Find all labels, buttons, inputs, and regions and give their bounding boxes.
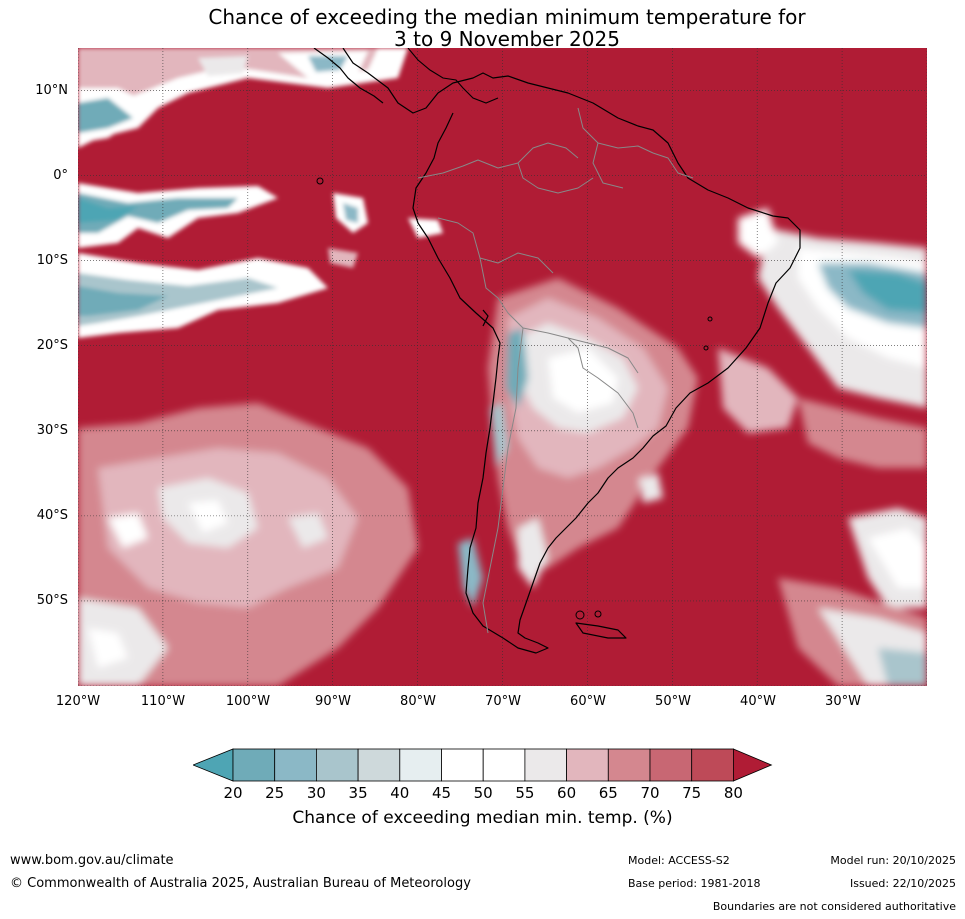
colorbar-tick-label: 45 — [431, 784, 452, 802]
colorbar-tick-label: 70 — [640, 784, 660, 802]
footer-disclaimer: Boundaries are not considered authoritat… — [712, 900, 956, 913]
islands — [316, 177, 713, 620]
lon-label: 30°W — [825, 694, 861, 709]
coastline-central-america — [407, 48, 499, 104]
low-probability-region-south-atlantic — [718, 208, 927, 468]
colorbar-tick-label: 55 — [515, 784, 535, 802]
country-borders — [417, 107, 694, 634]
forecast-map — [78, 48, 927, 686]
colorbar-tick-label: 65 — [598, 784, 618, 802]
colorbar-cell — [566, 748, 609, 782]
lat-label: 10°N — [35, 83, 68, 98]
colorbar-tick-label: 50 — [473, 784, 493, 802]
colorbar-cell — [399, 748, 442, 782]
footer-copyright: © Commonwealth of Australia 2025, Austra… — [10, 876, 471, 891]
colorbar-cell — [607, 748, 651, 782]
colorbar-arrow-low — [193, 748, 234, 782]
colorbar-cell — [441, 748, 484, 782]
lon-label: 120°W — [55, 694, 101, 709]
lat-label: 40°S — [36, 508, 68, 523]
colorbar-cell — [524, 748, 567, 782]
lon-label: 90°W — [315, 694, 351, 709]
colorbar-tick-label: 30 — [306, 784, 326, 802]
lon-label: 40°W — [740, 694, 776, 709]
lon-label: 70°W — [485, 694, 521, 709]
colorbar-tick-label: 60 — [557, 784, 577, 802]
map-subtitle-dates: 3 to 9 November 2025 — [394, 27, 620, 51]
mixed-probability-region-southern-south-america — [458, 278, 698, 608]
colorbar-tick-label: 40 — [390, 784, 410, 802]
lat-label: 30°S — [36, 423, 68, 438]
footer-model: Model: ACCESS-S2 — [628, 854, 730, 867]
lat-label: 0° — [53, 168, 68, 183]
colorbar-cell — [691, 748, 734, 782]
footer-model-run: Model run: 20/10/2025 — [830, 854, 956, 867]
colorbar-tick-label: 20 — [223, 784, 243, 802]
colorbar-cell — [482, 748, 526, 782]
colorbar-cell — [649, 748, 693, 782]
map-graticule — [78, 48, 927, 686]
lon-label: 60°W — [570, 694, 606, 709]
footer-url: www.bom.gov.au/climate — [10, 853, 174, 868]
low-probability-region-south-pacific — [78, 218, 443, 338]
colorbar-tick-label: 75 — [682, 784, 702, 802]
lat-label: 50°S — [36, 593, 68, 608]
coastline-south-america — [313, 48, 801, 654]
footer-issued: Issued: 22/10/2025 — [849, 877, 956, 890]
low-probability-region-north-pacific — [78, 48, 408, 148]
lon-label: 100°W — [225, 694, 271, 709]
colorbar — [193, 748, 773, 782]
colorbar-cell — [232, 748, 276, 782]
colorbar-cell — [274, 748, 317, 782]
colorbar-arrow-high — [733, 748, 773, 782]
colorbar-label: Chance of exceeding median min. temp. (%… — [292, 808, 673, 828]
colorbar-cell — [316, 748, 359, 782]
lon-label: 110°W — [140, 694, 186, 709]
lat-label: 20°S — [36, 338, 68, 353]
mixed-probability-region-southeast-atlantic — [638, 473, 927, 686]
colorbar-tick-label: 35 — [348, 784, 368, 802]
footer-base-period: Base period: 1981-2018 — [628, 877, 761, 890]
forecast-map-svg — [78, 48, 927, 686]
colorbar-cell — [357, 748, 401, 782]
colorbar-tick-label: 80 — [723, 784, 743, 802]
lat-label: 10°S — [36, 253, 68, 268]
lon-label: 80°W — [400, 694, 436, 709]
colorbar-tick-label: 25 — [265, 784, 285, 802]
low-probability-region-equatorial-pacific — [78, 183, 368, 248]
lon-label: 50°W — [655, 694, 691, 709]
map-title: Chance of exceeding the median minimum t… — [208, 5, 806, 29]
